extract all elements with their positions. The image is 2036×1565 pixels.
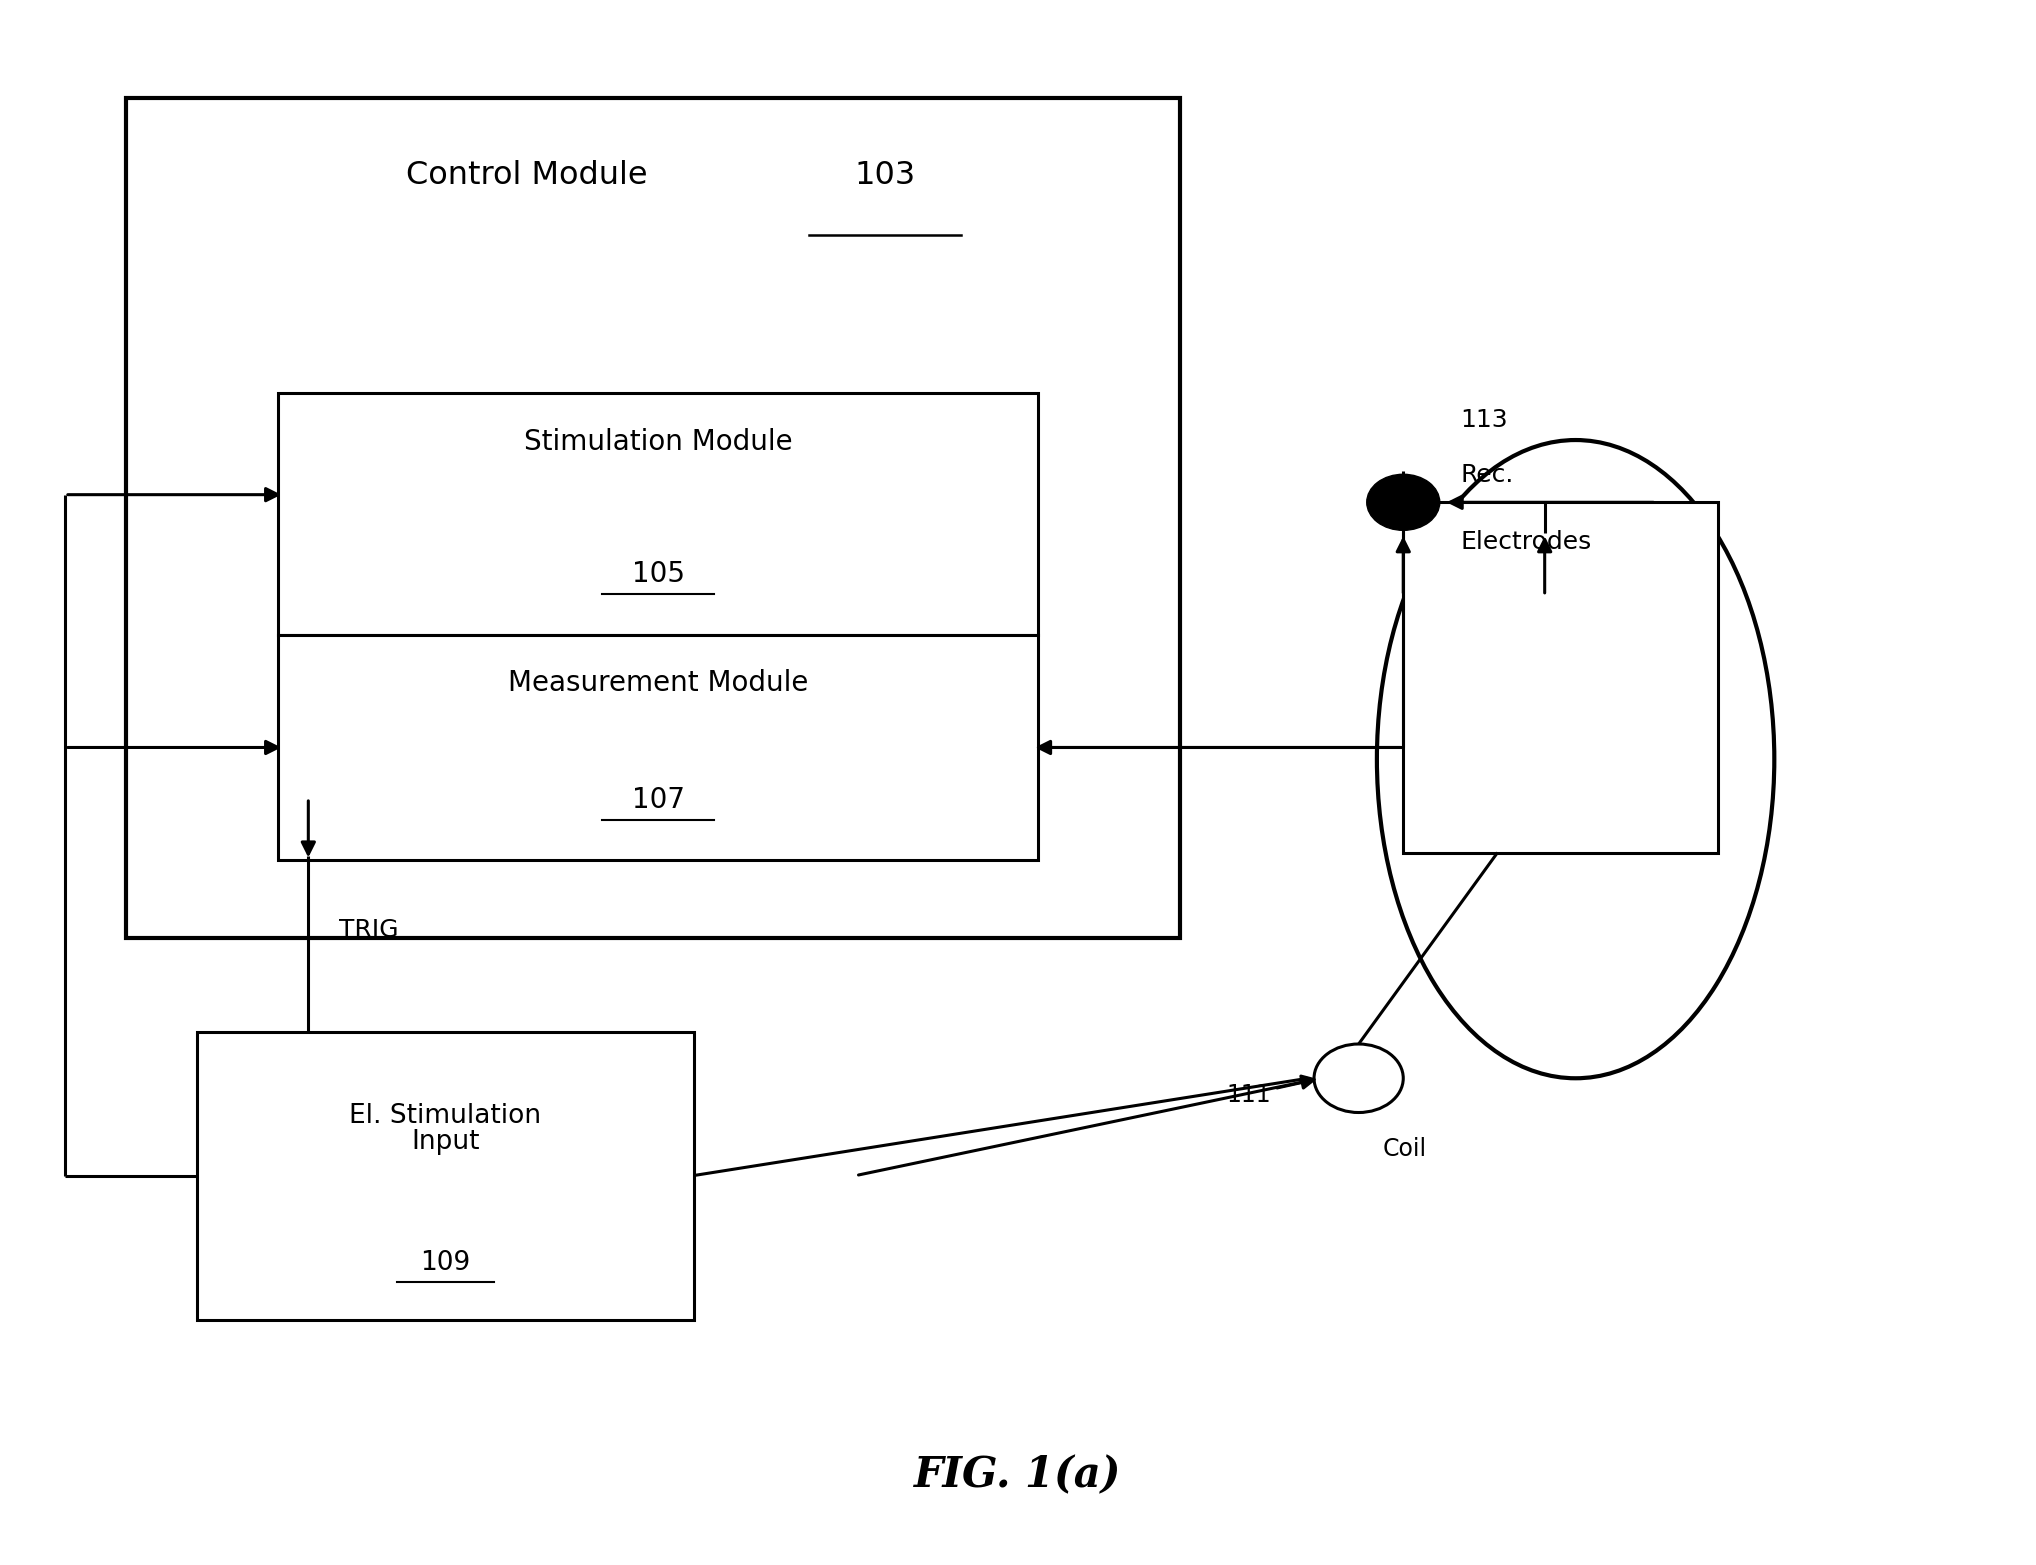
Text: 103: 103 bbox=[855, 160, 916, 191]
Text: 109: 109 bbox=[419, 1250, 470, 1275]
Bar bbox=[126, 97, 1181, 937]
Text: 105: 105 bbox=[631, 560, 684, 588]
Bar bbox=[277, 635, 1038, 861]
Text: Rec.: Rec. bbox=[1460, 463, 1513, 487]
Circle shape bbox=[1462, 671, 1568, 753]
Bar bbox=[197, 1031, 694, 1319]
Text: Measurement Module: Measurement Module bbox=[507, 668, 808, 696]
Text: Stimulation Module: Stimulation Module bbox=[523, 427, 792, 455]
Text: 107: 107 bbox=[631, 786, 684, 814]
Text: Control Module: Control Module bbox=[405, 160, 647, 191]
Text: Input: Input bbox=[411, 1128, 478, 1155]
Text: FIG. 1(a): FIG. 1(a) bbox=[914, 1454, 1122, 1496]
Circle shape bbox=[1366, 474, 1439, 531]
Ellipse shape bbox=[1376, 440, 1773, 1078]
Circle shape bbox=[1313, 1044, 1403, 1113]
Bar bbox=[1403, 502, 1718, 853]
Text: El. Stimulation: El. Stimulation bbox=[348, 1103, 542, 1128]
Text: Electrodes: Electrodes bbox=[1460, 531, 1592, 554]
Bar bbox=[277, 393, 1038, 635]
Text: Coil: Coil bbox=[1382, 1138, 1427, 1161]
Circle shape bbox=[1584, 671, 1690, 753]
Text: 111: 111 bbox=[1228, 1070, 1356, 1106]
Text: TRIG: TRIG bbox=[338, 919, 399, 942]
Text: 113: 113 bbox=[1460, 408, 1507, 432]
